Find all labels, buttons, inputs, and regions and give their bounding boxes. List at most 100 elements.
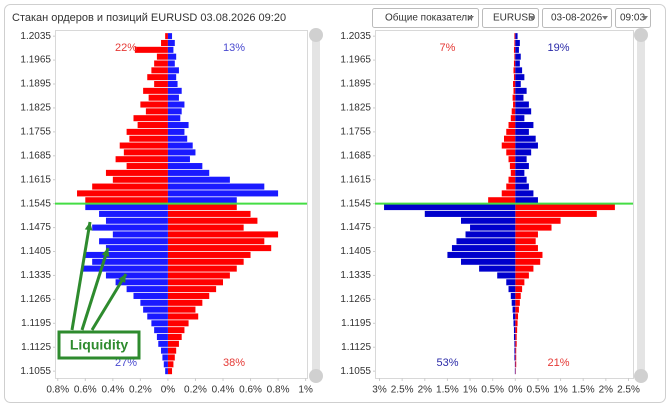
x-tick-label: 0%	[161, 385, 176, 396]
bar	[154, 327, 168, 334]
bar	[105, 169, 168, 176]
bar	[165, 33, 168, 40]
bar	[99, 210, 168, 217]
bar	[508, 122, 516, 129]
y-tick-label: 1.2035	[340, 31, 371, 42]
slider-handle[interactable]	[309, 28, 323, 42]
bar	[167, 33, 173, 40]
dropdown[interactable]	[615, 8, 651, 28]
bar	[510, 169, 516, 176]
bar	[515, 354, 517, 361]
dropdown[interactable]	[482, 8, 539, 28]
bar	[167, 210, 251, 217]
bar	[515, 122, 534, 129]
arrow-head	[118, 274, 126, 283]
dropdown[interactable]	[372, 8, 479, 28]
bar	[514, 354, 516, 361]
bar	[167, 292, 210, 299]
bar	[515, 135, 536, 142]
bar	[143, 87, 168, 94]
y-tick-label: 1.1755	[340, 127, 371, 138]
bar	[479, 265, 516, 272]
bar	[515, 108, 532, 115]
bar	[514, 33, 516, 40]
x-tick-label: 2.5%	[617, 385, 640, 396]
x-tick-label: 0.4%	[101, 385, 124, 396]
bar	[514, 347, 516, 354]
x-tick-label: 0.8%	[267, 385, 290, 396]
x-tick-label: 2%	[418, 385, 433, 396]
bar	[515, 149, 532, 156]
slider-track[interactable]	[637, 30, 645, 378]
slider-handle[interactable]	[309, 369, 323, 383]
bar	[501, 142, 516, 149]
bar	[167, 122, 189, 129]
bar	[126, 163, 168, 170]
bar	[167, 286, 217, 293]
bar	[85, 204, 168, 211]
arrow	[90, 273, 128, 331]
dropdown-label[interactable]: 09:03	[620, 13, 645, 24]
bar	[167, 39, 175, 47]
bar	[514, 39, 516, 47]
bar	[515, 238, 536, 245]
bar	[126, 128, 168, 135]
slider-handle[interactable]	[634, 28, 648, 42]
bar	[167, 251, 251, 258]
bar	[167, 204, 237, 211]
bar	[513, 87, 516, 94]
slider-track[interactable]	[312, 30, 320, 378]
bar	[167, 265, 237, 272]
y-tick-label: 1.1685	[20, 150, 51, 161]
bar	[515, 60, 520, 67]
bar	[456, 238, 516, 245]
bar	[151, 320, 168, 327]
bar	[167, 60, 175, 67]
x-tick-label: 0.6%	[74, 385, 97, 396]
bar	[515, 265, 534, 272]
x-tick-label: 0.5%	[481, 385, 504, 396]
bar	[167, 245, 272, 252]
share-label: 27%	[115, 357, 137, 369]
dropdown[interactable]	[542, 8, 612, 28]
arrow	[70, 221, 92, 331]
bar	[515, 333, 517, 340]
bar	[167, 347, 177, 354]
dropdown-label[interactable]: Общие показатели	[385, 12, 473, 24]
y-tick-label: 1.1335	[340, 270, 371, 281]
bar	[167, 183, 265, 190]
bar	[515, 251, 543, 258]
bar	[167, 224, 244, 231]
bar	[515, 39, 520, 47]
bar	[515, 101, 529, 108]
bar	[99, 238, 168, 245]
bar	[167, 354, 175, 361]
caret	[468, 16, 474, 20]
x-tick-label: 0.8%	[46, 385, 69, 396]
bar	[506, 183, 516, 190]
bar	[92, 258, 168, 265]
bar	[513, 46, 516, 53]
bar	[515, 142, 538, 149]
bar	[167, 333, 182, 340]
bar	[513, 327, 516, 334]
callout: Liquidity	[57, 221, 141, 360]
y-tick-label: 1.1265	[340, 294, 371, 305]
bar	[515, 197, 538, 204]
y-tick-label: 1.1545	[20, 198, 51, 209]
slider-handle[interactable]	[634, 369, 648, 383]
bar	[85, 197, 168, 204]
bar	[82, 265, 168, 272]
dropdown-label[interactable]: EURUSD	[493, 13, 535, 24]
bar	[133, 115, 168, 122]
bar	[105, 245, 168, 252]
bar	[508, 286, 516, 293]
y-tick-label: 1.1685	[340, 150, 371, 161]
bar	[167, 115, 181, 122]
x-tick-label: 1%	[298, 385, 313, 396]
bar	[506, 149, 516, 156]
bar	[515, 74, 525, 81]
share-label: 19%	[547, 42, 569, 54]
title: Стакан ордеров и позиций EURUSD 03.08.20…	[12, 12, 286, 24]
dropdown-label[interactable]: 03-08-2026	[551, 13, 603, 24]
